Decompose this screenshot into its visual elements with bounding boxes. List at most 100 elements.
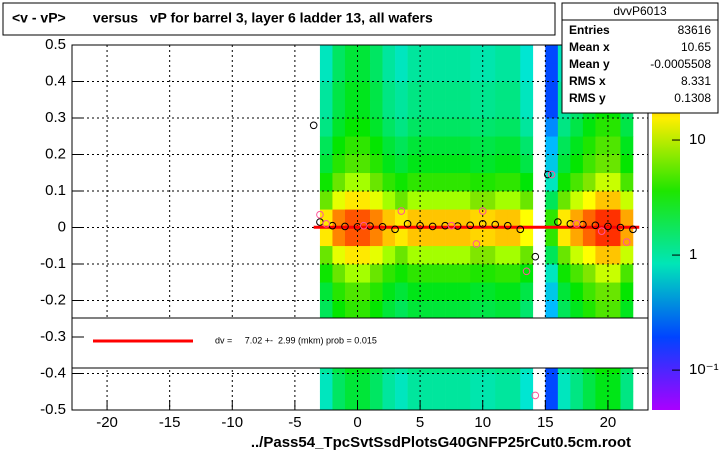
heatmap-cell [457,63,471,82]
heatmap-cell [319,172,333,192]
heatmap-cell [507,245,521,265]
heatmap-cell [382,63,396,82]
heatmap-cell [495,45,509,64]
heatmap-cell [582,373,596,393]
stats-value: 8.331 [681,74,711,88]
heatmap-cell [507,45,521,64]
profile-point [531,252,540,261]
heatmap-cell [495,373,509,393]
profile-point [503,221,512,230]
heatmap-cell [382,45,396,64]
heatmap-cell [432,172,446,192]
heatmap-cell [495,136,509,155]
profile-point [428,222,437,231]
heatmap-cell [395,154,408,174]
heatmap-cell [507,300,521,320]
heatmap-cell [332,191,346,210]
y-tick-label: 0.5 [45,36,66,53]
heatmap-cell [357,373,371,393]
heatmap-cell [395,282,408,301]
heatmap-cell [570,227,584,247]
heatmap-cell [432,245,446,265]
heatmap-cell [357,136,371,155]
heatmap-cell [470,209,484,228]
profile-point [531,391,540,400]
profile-point [359,221,368,230]
heatmap-cell [582,264,596,283]
heatmap-cell [557,300,571,320]
heatmap-cell [432,136,446,155]
heatmap-cell [457,118,471,137]
heatmap-cell [445,118,458,137]
heatmap-cell [370,63,383,82]
heatmap-cell [595,282,609,301]
stats-value: -0.0005508 [650,57,711,71]
profile-point [397,207,406,215]
heatmap-cell [344,136,358,155]
heatmap-cell [507,264,521,283]
heatmap-cell [357,264,371,283]
heatmap-cell [319,63,333,82]
heatmap-cell [344,373,358,393]
profile-point [472,240,481,248]
heatmap-cell [470,99,484,119]
y-tick-label: -0.3 [40,328,66,345]
heatmap-cell [407,191,421,210]
profile-point [547,170,556,179]
heatmap-cell [482,136,496,155]
heatmap-cell [370,373,383,393]
heatmap-cell [457,209,471,228]
heatmap-cell [370,154,383,174]
heatmap-cell [432,227,446,247]
heatmap-cell [382,245,396,265]
heatmap-cell [332,300,346,320]
heatmap-cell [607,191,621,210]
heatmap-cell [470,136,484,155]
heatmap-cell [495,99,509,119]
profile-point [544,170,552,179]
y-tick-label: -0.5 [40,401,66,418]
heatmap-cell [482,118,496,137]
x-tick-label: 5 [416,414,424,431]
heatmap-cell [332,172,346,192]
heatmap-cell [607,172,621,192]
heatmap-cell [482,300,496,320]
heatmap-cell [582,136,596,155]
heatmap-cell [570,373,584,393]
heatmap-cell [382,154,396,174]
heatmap-cell [407,136,421,155]
y-tick-label: -0.1 [40,255,66,272]
heatmap-cell [482,63,496,82]
heatmap-cell [344,227,358,247]
profile-point [316,210,324,219]
heatmap-cell [457,373,471,393]
heatmap-cell [557,373,571,393]
heatmap-cell [445,245,458,265]
heatmap-cell [420,282,433,301]
heatmap-cell [582,154,596,174]
heatmap-cell [545,136,559,155]
heatmap-cell [432,45,446,64]
heatmap-cell [507,81,521,101]
heatmap-cell [344,209,358,228]
heatmap-cell [470,373,484,393]
heatmap-cell [495,63,509,82]
heatmap-cell [620,373,634,393]
heatmap-cell [370,99,383,119]
heatmap-cell [382,99,396,119]
heatmap-cell [482,81,496,101]
heatmap-cell [470,63,484,82]
heatmap-cell [357,118,371,137]
heatmap-cell [407,45,421,64]
heatmap-cell [357,245,371,265]
heatmap-cell [570,136,584,155]
heatmap-cell [432,373,446,393]
heatmap-cell [344,300,358,320]
heatmap-cell [445,154,458,174]
heatmap-cell [357,63,371,82]
heatmap-cell [570,209,584,228]
heatmap-cell [407,99,421,119]
heatmap-cell [420,99,433,119]
heatmap-cell [557,118,571,137]
heatmap-cell [520,209,534,228]
